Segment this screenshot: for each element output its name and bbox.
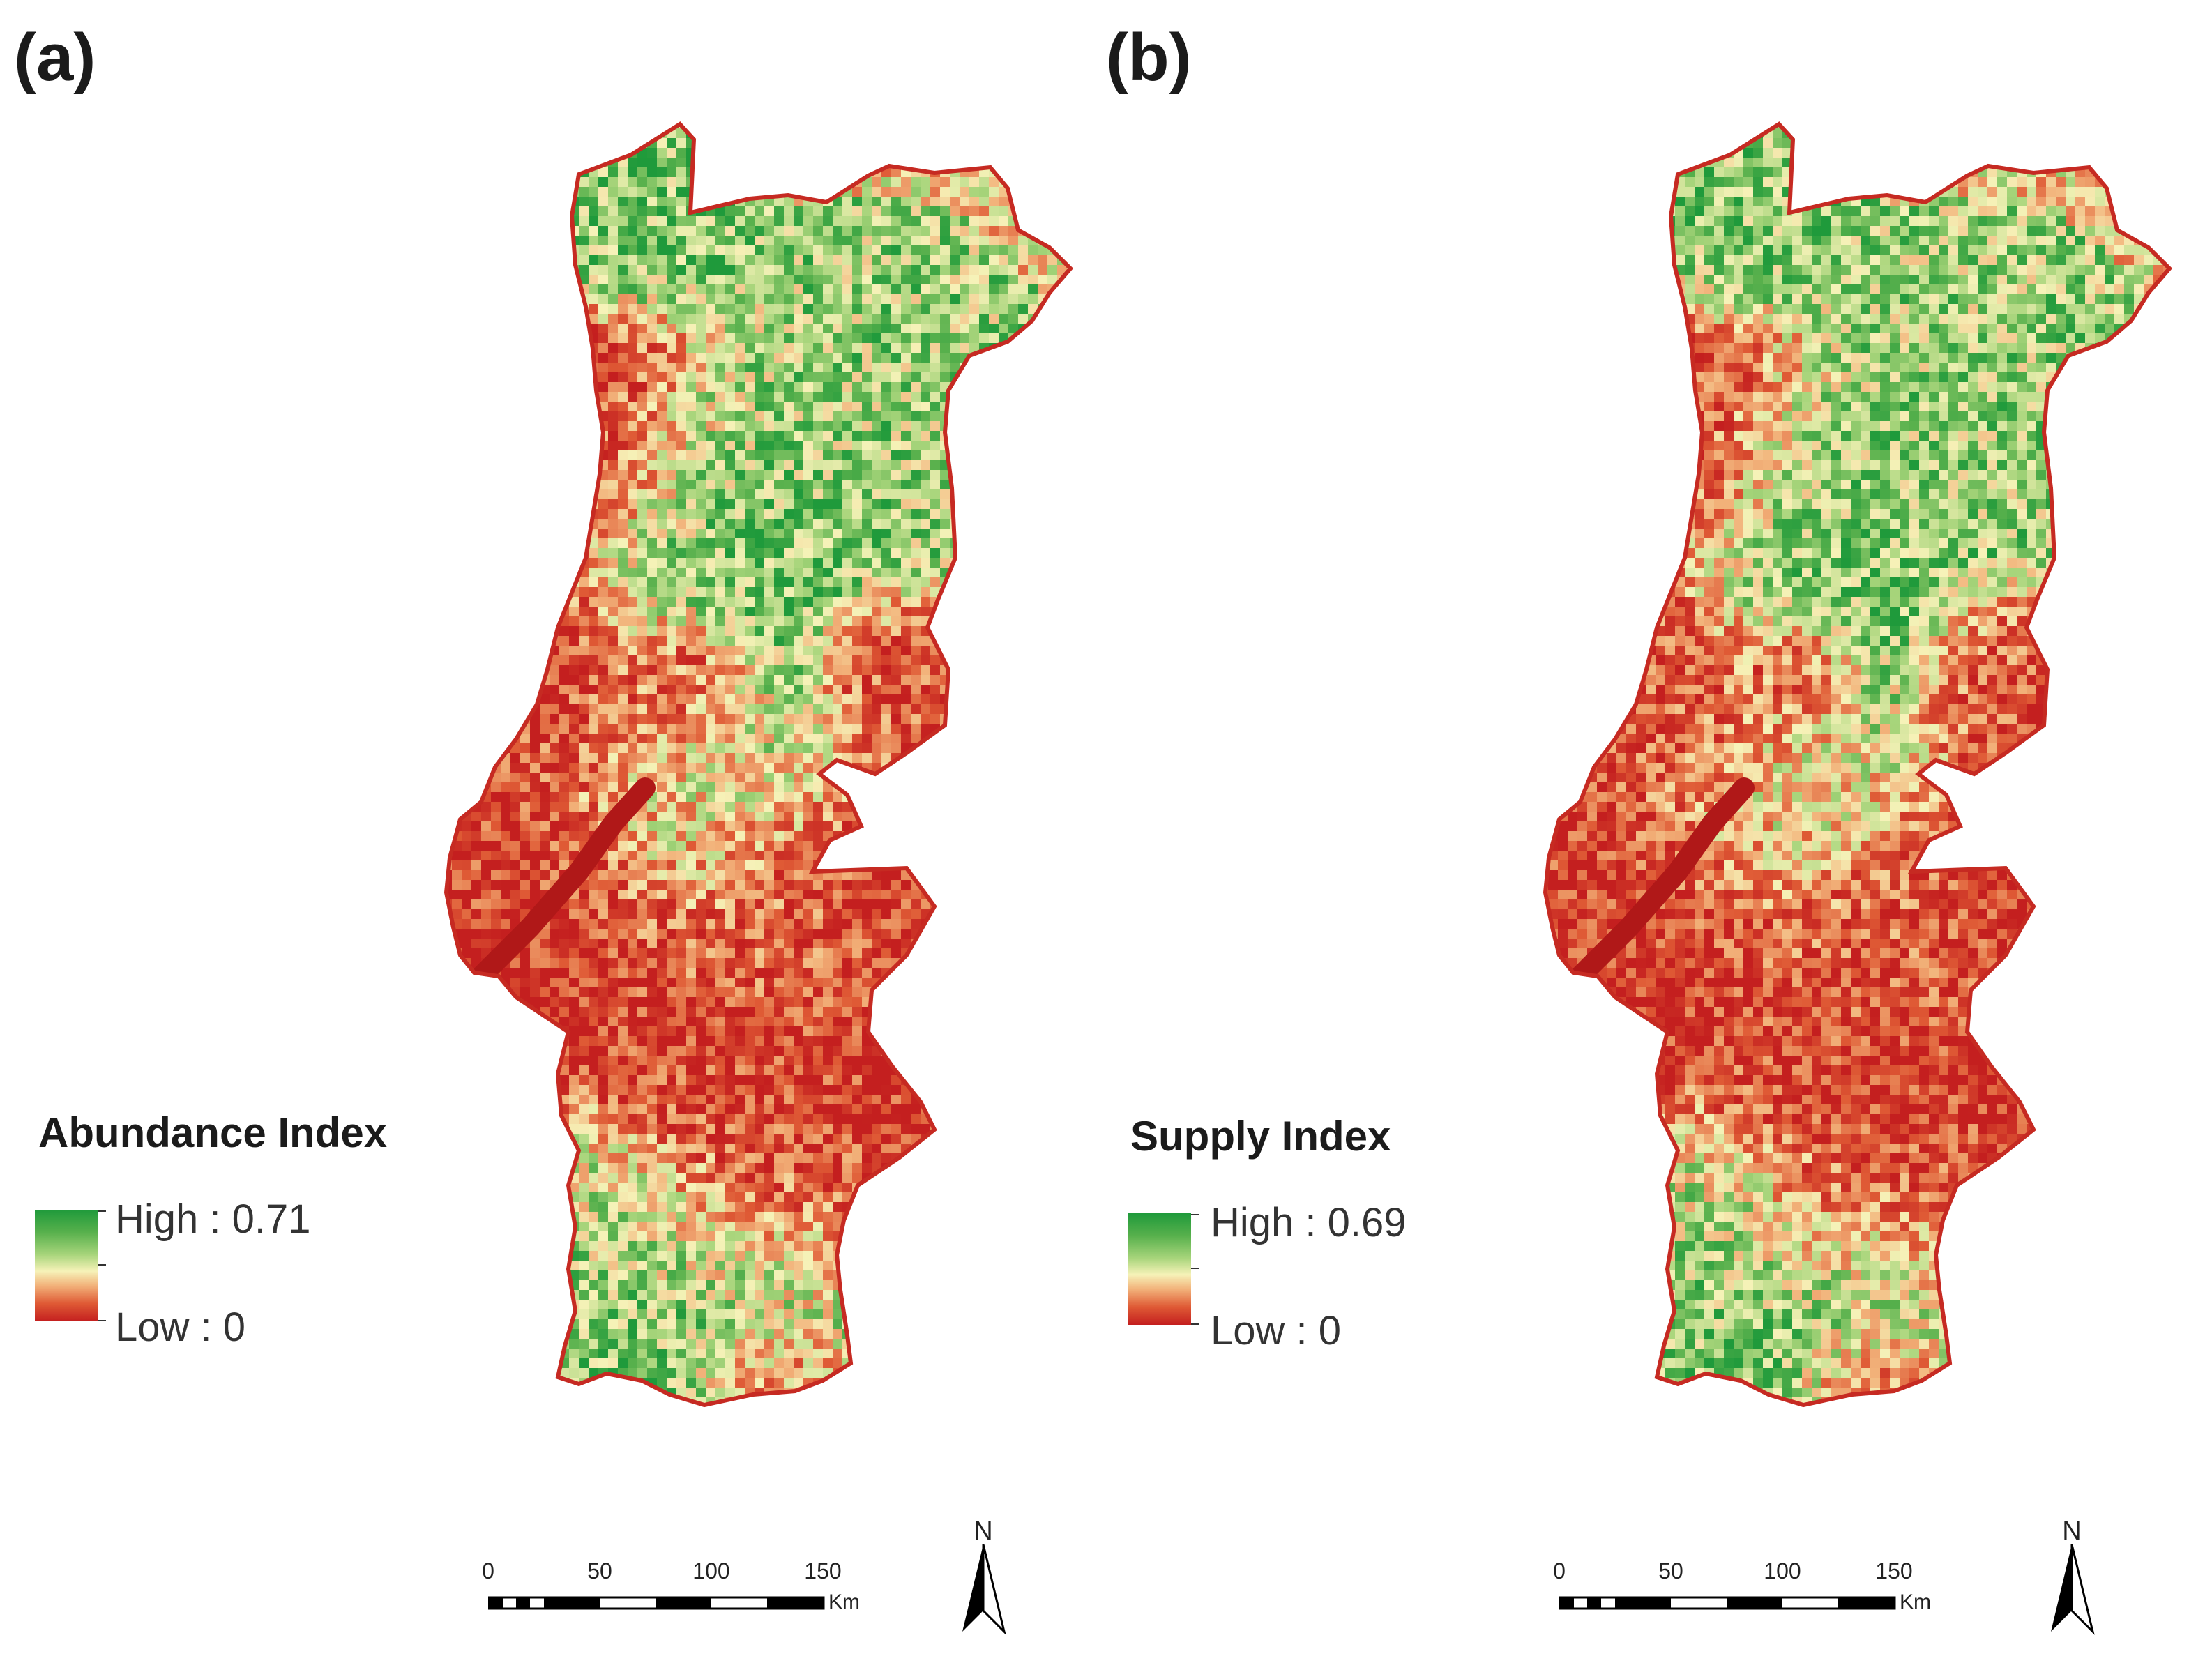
legend-tick-low-b	[1191, 1323, 1199, 1325]
north-letter-b: N	[2062, 1517, 2082, 1546]
scale-bar-graphic-b	[1559, 1596, 1896, 1610]
legend-low-a: Low : 0	[115, 1305, 245, 1350]
scale-tick-150-b: 150	[1875, 1558, 1913, 1583]
north-arrow-icon	[2051, 1544, 2095, 1635]
scale-unit-b: Km	[1900, 1590, 1931, 1613]
legend-title-a: Abundance Index	[38, 1109, 388, 1156]
index-raster-b	[1545, 124, 2169, 1405]
scale-bar-graphic-a	[488, 1596, 825, 1610]
scale-tick-100-b: 100	[1764, 1558, 1801, 1583]
north-letter-a: N	[974, 1517, 993, 1546]
north-arrow-icon	[962, 1544, 1006, 1635]
legend-low-b: Low : 0	[1211, 1308, 1341, 1353]
scale-tick-150-a: 150	[804, 1558, 842, 1583]
north-arrow-b: N	[2044, 1517, 2100, 1635]
legend-color-ramp-b	[1128, 1213, 1191, 1325]
legend-tick-mid-b	[1191, 1268, 1199, 1269]
scale-tick-50-b: 50	[1658, 1558, 1683, 1583]
index-raster-a	[446, 124, 1070, 1405]
portugal-map-a	[444, 121, 1074, 1408]
scale-bar-b: 0 50 100 150 Km	[1553, 1558, 1950, 1614]
legend-tick-high-a	[98, 1210, 106, 1212]
north-arrow-a: N	[955, 1517, 1011, 1635]
map-panel-b: (b) Supply Index High : 0.69 Low : 0 0 5…	[1106, 0, 2212, 1656]
scale-tick-50-a: 50	[587, 1558, 612, 1583]
panel-label-a: (a)	[14, 20, 96, 95]
tagus-river-a	[471, 777, 656, 987]
scale-unit-a: Km	[828, 1590, 860, 1613]
portugal-map-b	[1543, 121, 2173, 1408]
legend-title-b: Supply Index	[1130, 1113, 1391, 1160]
legend-tick-mid-a	[98, 1264, 106, 1266]
legend-tick-low-a	[98, 1320, 106, 1321]
coastline-b	[1543, 121, 2173, 1408]
legend-color-ramp-a	[35, 1210, 98, 1321]
scale-tick-100-a: 100	[692, 1558, 730, 1583]
scale-bar-a: 0 50 100 150 Km	[482, 1558, 879, 1614]
scale-tick-0-b: 0	[1553, 1558, 1566, 1583]
legend-high-b: High : 0.69	[1211, 1200, 1407, 1245]
tagus-river-b	[1570, 777, 1755, 987]
panel-label-b: (b)	[1106, 20, 1192, 95]
coastline-a	[444, 121, 1074, 1408]
map-panel-a: (a) Abundance Index High : 0.71 Low : 0 …	[14, 20, 1074, 1635]
scale-tick-0-a: 0	[482, 1558, 494, 1583]
legend-high-a: High : 0.71	[115, 1197, 311, 1242]
legend-tick-high-b	[1191, 1214, 1199, 1215]
